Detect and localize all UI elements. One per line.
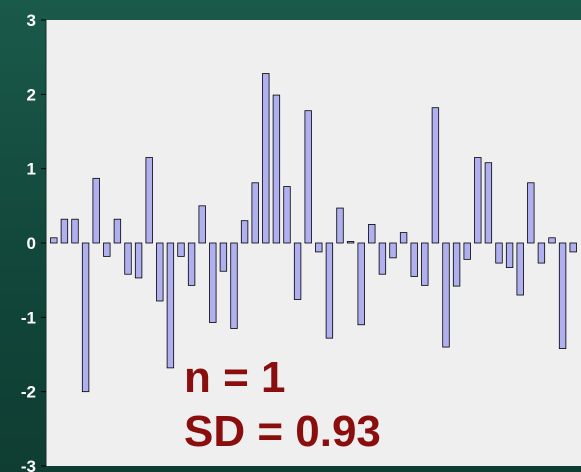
- standard-deviation-annotation: SD = 0.93: [184, 407, 381, 456]
- bar: [219, 242, 228, 272]
- bar: [283, 186, 291, 244]
- bar: [527, 182, 535, 244]
- bar: [198, 205, 206, 244]
- bar: [187, 242, 196, 286]
- bar: [442, 242, 450, 348]
- bar: [484, 162, 493, 244]
- y-tick-label: -1: [21, 308, 36, 327]
- bar: [537, 242, 546, 264]
- bar: [495, 242, 503, 264]
- bar: [272, 94, 281, 244]
- y-tick-label: 1: [27, 160, 36, 179]
- y-tick-label: 2: [27, 85, 36, 104]
- bar: [389, 242, 397, 259]
- bar: [113, 218, 122, 244]
- bar: [325, 242, 334, 339]
- bar: [452, 242, 461, 287]
- y-tick-label: 0: [27, 234, 36, 253]
- bar: [124, 242, 132, 275]
- bar: [304, 110, 312, 244]
- y-axis: 3 2 1 0 -1 -2 -3: [21, 11, 47, 472]
- bar: [166, 242, 175, 369]
- bar: [145, 157, 153, 244]
- bar: [293, 242, 302, 300]
- bar: [505, 242, 514, 268]
- bar: [346, 241, 355, 244]
- bar: [569, 242, 577, 253]
- bar-series: [50, 73, 577, 393]
- bar: [60, 218, 69, 244]
- bar: [240, 220, 249, 244]
- bar: [357, 242, 365, 326]
- bar: [378, 242, 387, 275]
- bar: [336, 207, 344, 244]
- bar: [315, 242, 323, 253]
- bar: [209, 242, 217, 323]
- bar: [421, 242, 429, 286]
- bar: [262, 73, 270, 244]
- bar: [463, 242, 471, 260]
- bar: [431, 107, 440, 244]
- y-tick-label: -3: [21, 457, 36, 472]
- bar: [558, 242, 567, 349]
- y-tick-label: 3: [27, 11, 36, 30]
- bar: [92, 177, 100, 244]
- bar: [410, 242, 418, 277]
- bar: [548, 237, 556, 244]
- bar: [474, 157, 482, 244]
- bar: [230, 242, 238, 329]
- sample-size-annotation: n = 1: [184, 353, 286, 402]
- bar: [399, 232, 408, 244]
- bar: [71, 218, 79, 244]
- bar: [103, 242, 111, 257]
- bar: [50, 237, 58, 244]
- bar: [177, 242, 185, 257]
- bar: [368, 224, 376, 244]
- bar: [156, 242, 164, 302]
- bar: [516, 242, 524, 296]
- bar: [134, 242, 143, 279]
- bar: [251, 182, 259, 244]
- bar: [81, 242, 90, 393]
- y-tick-label: -2: [21, 383, 36, 402]
